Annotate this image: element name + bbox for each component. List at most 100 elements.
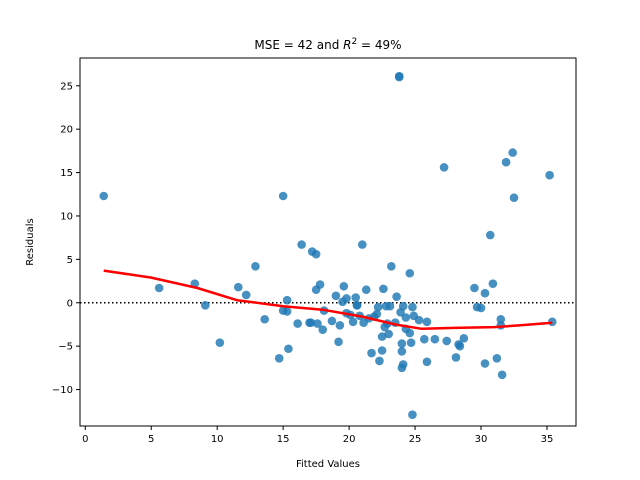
data-point (201, 301, 210, 310)
data-point (405, 328, 415, 338)
x-tick-label: 35 (541, 434, 554, 445)
data-point (367, 348, 376, 358)
data-point (422, 357, 432, 367)
data-point (442, 336, 452, 346)
data-point (397, 347, 407, 356)
data-point (509, 193, 519, 203)
data-point (375, 356, 384, 366)
y-tick-label: 0 (67, 298, 73, 309)
data-point (284, 344, 293, 354)
data-point (488, 279, 498, 288)
data-point (352, 301, 362, 310)
data-point (99, 191, 109, 201)
data-point (357, 240, 367, 249)
data-point (241, 290, 251, 300)
data-point (492, 354, 502, 363)
data-point (476, 303, 486, 313)
data-point (439, 163, 449, 172)
data-point (480, 288, 490, 298)
data-point (451, 353, 461, 362)
data-point (419, 334, 429, 344)
data-point (397, 339, 407, 348)
x-tick-label: 25 (409, 434, 422, 445)
y-ticks: −10 −5 0 5 10 15 20 25 (52, 81, 80, 396)
data-point (406, 338, 416, 347)
data-point (501, 157, 511, 167)
data-point (372, 309, 382, 319)
data-point (297, 240, 306, 249)
data-point (251, 262, 260, 271)
data-point (497, 370, 507, 380)
data-point (387, 262, 396, 271)
data-point (278, 191, 288, 201)
x-axis-label: Fitted Values (296, 459, 360, 470)
data-point (373, 302, 383, 312)
data-point (496, 314, 506, 324)
data-point (379, 284, 388, 294)
data-point (408, 410, 417, 420)
y-axis-label: Residuals (25, 218, 36, 265)
data-point (331, 291, 341, 301)
data-point (318, 325, 328, 334)
data-point (385, 301, 395, 311)
data-point (508, 148, 517, 157)
data-point (398, 301, 408, 311)
data-point (260, 314, 269, 324)
x-tick-label: 10 (211, 434, 224, 445)
x-tick-label: 20 (343, 434, 356, 445)
x-ticks: 0 5 10 15 20 25 30 35 (82, 426, 553, 445)
data-point (327, 316, 337, 326)
data-point (459, 334, 469, 343)
x-tick-label: 0 (82, 434, 88, 445)
data-point (377, 332, 387, 341)
data-point (485, 230, 495, 240)
y-tick-label: −10 (52, 385, 73, 396)
y-tick-label: 15 (60, 168, 73, 179)
data-point (545, 170, 554, 180)
data-point (455, 341, 465, 351)
data-point (377, 346, 387, 355)
data-point (315, 280, 325, 289)
data-point (351, 293, 361, 302)
data-point (342, 294, 351, 303)
y-tick-label: 10 (60, 211, 73, 222)
data-point (313, 319, 322, 328)
data-point (311, 249, 321, 259)
data-point (401, 313, 411, 322)
chart-title: MSE = 42 and R2 = 49% (254, 37, 401, 52)
data-point (470, 283, 479, 293)
data-point (394, 72, 404, 82)
data-point (384, 329, 393, 339)
data-point (274, 354, 284, 363)
plot-frame (79, 57, 577, 427)
data-point (282, 307, 292, 316)
data-point (430, 334, 440, 344)
points-layer (99, 71, 557, 420)
x-tick-label: 30 (475, 434, 488, 445)
y-tick-label: 5 (67, 255, 73, 266)
data-point (335, 321, 345, 330)
data-point (392, 292, 401, 301)
lowess-line (103, 269, 553, 331)
data-point (397, 363, 407, 373)
data-point (348, 317, 358, 327)
data-point (306, 318, 316, 328)
data-point (408, 302, 417, 312)
data-point (334, 337, 343, 347)
data-point (233, 282, 243, 292)
data-point (339, 281, 349, 291)
data-point (215, 338, 225, 347)
data-point (480, 359, 490, 368)
data-point (405, 268, 415, 278)
lowess-layer (103, 269, 553, 331)
data-point (293, 319, 302, 328)
data-point (414, 315, 424, 325)
y-tick-label: 20 (60, 125, 73, 136)
x-tick-label: 15 (277, 434, 290, 445)
data-point (282, 295, 292, 305)
data-point (154, 283, 164, 293)
y-tick-label: −5 (58, 342, 73, 353)
x-tick-label: 5 (148, 434, 154, 445)
y-tick-label: 25 (60, 81, 73, 92)
